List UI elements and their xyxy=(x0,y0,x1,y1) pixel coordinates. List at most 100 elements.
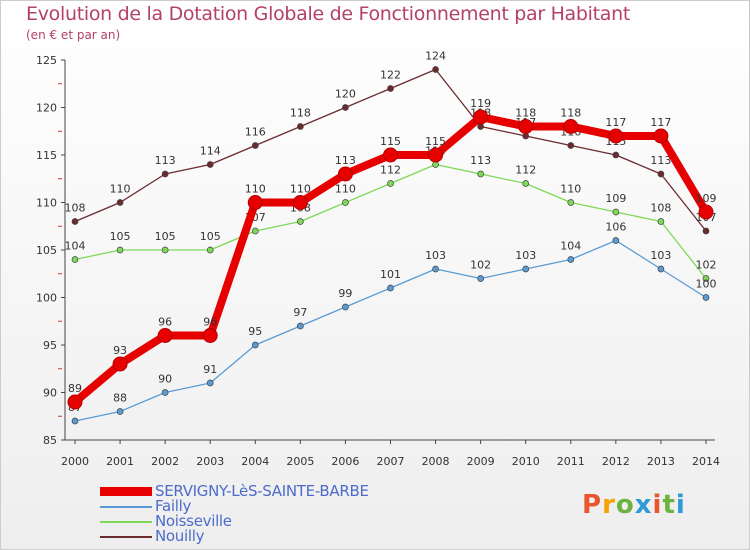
data-label: 97 xyxy=(293,306,307,319)
x-tick-label: 2005 xyxy=(286,455,314,468)
data-label: 112 xyxy=(515,164,536,177)
data-label: 113 xyxy=(650,154,671,167)
data-point xyxy=(522,180,530,187)
data-label: 96 xyxy=(203,316,217,329)
legend-swatch xyxy=(100,506,152,508)
y-tick-label: 110 xyxy=(36,197,57,210)
data-point xyxy=(251,341,259,349)
x-tick-label: 2012 xyxy=(602,455,630,468)
data-point xyxy=(387,284,394,292)
data-point xyxy=(383,147,398,163)
proxiti-logo: Proxiti xyxy=(582,490,686,520)
y-tick-label: 120 xyxy=(36,102,57,115)
data-point xyxy=(657,218,665,225)
data-point xyxy=(432,265,439,273)
x-tick-label: 2006 xyxy=(331,455,359,468)
data-label: 89 xyxy=(68,382,82,395)
data-label: 117 xyxy=(605,116,626,129)
data-point xyxy=(563,119,579,134)
data-label: 110 xyxy=(335,183,356,196)
legend-swatch xyxy=(100,521,152,523)
data-label: 106 xyxy=(605,221,626,234)
data-label: 116 xyxy=(245,126,266,139)
data-label: 115 xyxy=(425,135,446,148)
data-point xyxy=(116,408,124,415)
data-point xyxy=(116,246,124,254)
x-tick-label: 2000 xyxy=(61,455,89,468)
data-point xyxy=(567,142,575,149)
data-label: 88 xyxy=(113,392,127,405)
data-point xyxy=(702,275,710,282)
data-point xyxy=(342,104,349,111)
x-tick-label: 2010 xyxy=(512,455,540,468)
data-point xyxy=(116,199,124,206)
data-label: 100 xyxy=(696,278,717,291)
data-point xyxy=(702,227,710,235)
data-point xyxy=(477,170,484,178)
data-point xyxy=(428,147,444,163)
legend-label: SERVIGNY-LèS-SAINTE-BARBE xyxy=(155,482,369,500)
data-label: 104 xyxy=(65,240,86,253)
data-point xyxy=(297,123,304,130)
data-point xyxy=(247,195,263,210)
data-label: 101 xyxy=(380,268,401,281)
legend-label: Failly xyxy=(155,497,192,515)
data-point xyxy=(657,265,665,273)
data-point xyxy=(653,128,669,144)
y-tick-label: 105 xyxy=(36,244,57,257)
data-point xyxy=(473,109,489,125)
data-label: 118 xyxy=(290,107,311,120)
data-point xyxy=(337,166,353,182)
data-point xyxy=(297,218,304,225)
data-point xyxy=(608,128,624,144)
data-label: 105 xyxy=(110,230,131,243)
data-label: 114 xyxy=(200,145,221,158)
data-label: 110 xyxy=(110,183,131,196)
data-label: 99 xyxy=(338,287,352,300)
y-tick-label: 90 xyxy=(43,387,57,400)
data-label: 115 xyxy=(380,135,401,148)
data-label: 110 xyxy=(245,183,266,196)
y-tick-label: 95 xyxy=(43,339,57,352)
y-tick-label: 125 xyxy=(36,54,57,67)
data-point xyxy=(206,246,214,254)
data-point xyxy=(202,328,218,343)
data-point xyxy=(432,66,439,73)
data-point xyxy=(292,195,308,210)
data-point xyxy=(251,227,259,235)
data-point xyxy=(112,356,128,372)
data-label: 103 xyxy=(425,249,446,262)
chart-subtitle: (en € et par an) xyxy=(26,28,121,42)
data-label: 91 xyxy=(203,363,217,376)
data-point xyxy=(702,294,710,301)
data-label: 119 xyxy=(470,97,491,110)
data-label: 96 xyxy=(158,316,172,329)
data-label: 109 xyxy=(696,192,717,205)
logo-letter: i xyxy=(652,490,663,520)
chart-title: Evolution de la Dotation Globale de Fonc… xyxy=(26,3,631,25)
data-label: 103 xyxy=(515,249,536,262)
data-point xyxy=(71,417,79,425)
x-tick-label: 2003 xyxy=(196,455,224,468)
data-point xyxy=(387,85,394,92)
data-point xyxy=(698,204,714,220)
legend-swatch xyxy=(100,487,152,496)
data-label: 113 xyxy=(155,154,176,167)
data-point xyxy=(522,265,530,273)
data-point xyxy=(387,180,394,187)
data-point xyxy=(251,142,259,149)
data-label: 120 xyxy=(335,88,356,101)
data-point xyxy=(477,275,484,282)
logo-letter: o xyxy=(615,490,635,520)
legend-swatch xyxy=(100,536,152,538)
data-label: 118 xyxy=(560,107,581,120)
data-label: 95 xyxy=(248,325,262,338)
data-label: 104 xyxy=(560,240,581,253)
data-point xyxy=(71,256,79,263)
x-tick-label: 2007 xyxy=(377,455,405,468)
data-label: 118 xyxy=(515,107,536,120)
x-tick-label: 2009 xyxy=(467,455,495,468)
data-point xyxy=(161,170,169,178)
data-label: 109 xyxy=(605,192,626,205)
data-label: 102 xyxy=(470,259,491,272)
